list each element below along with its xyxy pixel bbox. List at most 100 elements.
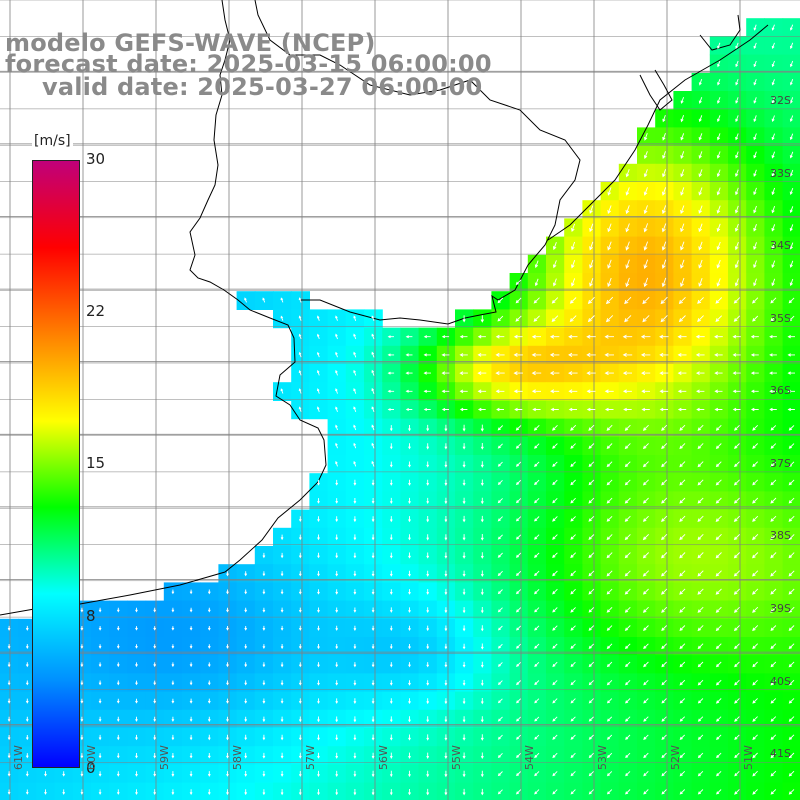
wind-arrow bbox=[659, 407, 668, 412]
wind-arrow bbox=[477, 389, 487, 394]
wind-arrow bbox=[353, 680, 357, 686]
wind-arrow bbox=[459, 335, 468, 339]
wind-arrow bbox=[789, 187, 794, 195]
wind-arrow bbox=[534, 479, 540, 486]
wind-arrow bbox=[589, 259, 594, 269]
wind-arrow bbox=[733, 297, 741, 304]
wind-arrow bbox=[625, 223, 630, 233]
wind-arrow bbox=[280, 589, 284, 595]
wind-arrow bbox=[769, 353, 777, 357]
wind-arrow bbox=[516, 752, 522, 758]
wind-arrow bbox=[679, 643, 686, 650]
wind-arrow bbox=[661, 515, 668, 522]
wind-arrow bbox=[335, 460, 338, 467]
wind-arrow bbox=[98, 789, 102, 795]
wind-arrow bbox=[335, 644, 339, 650]
wind-arrow bbox=[752, 461, 759, 468]
wind-arrow bbox=[734, 679, 740, 686]
wind-arrow bbox=[244, 297, 247, 303]
wind-arrow bbox=[552, 698, 558, 704]
wind-arrow bbox=[371, 570, 375, 577]
wind-arrow bbox=[571, 278, 576, 287]
wind-arrow bbox=[570, 734, 576, 740]
wind-arrow bbox=[171, 789, 175, 796]
wind-arrow bbox=[171, 589, 175, 595]
wind-arrow bbox=[733, 625, 740, 632]
wind-arrow bbox=[353, 534, 357, 541]
wind-arrow bbox=[640, 334, 651, 339]
wind-arrow bbox=[480, 734, 484, 741]
wind-arrow bbox=[695, 334, 705, 339]
wind-arrow bbox=[697, 716, 704, 722]
wind-arrow bbox=[679, 661, 686, 668]
wind-arrow bbox=[716, 752, 722, 759]
wind-arrow bbox=[98, 698, 102, 704]
wind-arrow bbox=[516, 771, 522, 777]
wind-arrow bbox=[695, 371, 705, 375]
wind-arrow bbox=[462, 643, 466, 650]
wind-arrow bbox=[353, 460, 357, 467]
wind-arrow bbox=[642, 515, 649, 522]
wind-arrow bbox=[244, 698, 248, 704]
wind-arrow bbox=[568, 389, 578, 394]
wind-arrow bbox=[624, 552, 631, 559]
wind-arrow bbox=[752, 424, 759, 431]
wind-arrow bbox=[606, 771, 613, 777]
wind-arrow bbox=[789, 79, 794, 86]
wind-arrow bbox=[588, 734, 594, 740]
wind-arrow bbox=[298, 315, 302, 321]
wind-arrow bbox=[643, 643, 649, 650]
wind-arrow bbox=[661, 424, 668, 431]
wind-arrow bbox=[444, 680, 448, 686]
wind-arrow bbox=[625, 698, 631, 704]
lat-label: 39S bbox=[770, 602, 791, 615]
wind-arrow bbox=[659, 371, 669, 375]
wind-arrow bbox=[789, 224, 794, 232]
wind-arrow bbox=[298, 552, 302, 559]
wind-arrow bbox=[444, 770, 448, 778]
wind-arrow bbox=[697, 679, 704, 686]
wind-arrow bbox=[335, 351, 338, 358]
wind-arrow bbox=[604, 371, 614, 376]
wind-arrow bbox=[497, 297, 504, 304]
wind-arrow bbox=[171, 698, 175, 704]
wind-arrow bbox=[426, 516, 430, 523]
wind-arrow bbox=[534, 461, 540, 467]
wind-arrow bbox=[568, 334, 578, 339]
wind-arrow bbox=[568, 407, 577, 412]
wind-arrow bbox=[426, 625, 430, 632]
wind-arrow bbox=[515, 552, 522, 558]
wind-arrow bbox=[317, 589, 320, 595]
wind-arrow bbox=[513, 334, 523, 339]
wind-arrow bbox=[552, 278, 557, 287]
lon-label: 58W bbox=[231, 745, 244, 770]
wind-arrow bbox=[732, 389, 741, 393]
wind-arrow bbox=[389, 516, 393, 523]
wind-arrow bbox=[371, 716, 375, 723]
wind-arrow bbox=[570, 570, 576, 577]
wind-arrow bbox=[606, 497, 613, 504]
wind-arrow bbox=[480, 479, 484, 487]
wind-arrow bbox=[426, 607, 430, 614]
wind-arrow bbox=[171, 771, 175, 777]
wind-arrow bbox=[715, 588, 722, 595]
wind-arrow bbox=[788, 297, 795, 304]
lon-label: 61W bbox=[12, 745, 25, 770]
wind-arrow bbox=[462, 497, 466, 505]
wind-arrow bbox=[552, 680, 558, 686]
wind-arrow bbox=[405, 335, 413, 339]
wind-arrow bbox=[534, 552, 540, 558]
wind-arrow bbox=[661, 241, 667, 251]
wind-arrow bbox=[189, 589, 193, 595]
wind-arrow bbox=[752, 661, 758, 668]
wind-arrow bbox=[226, 716, 229, 723]
wind-arrow bbox=[734, 770, 740, 777]
wind-arrow bbox=[698, 259, 703, 269]
wind-arrow bbox=[298, 607, 302, 613]
wind-arrow bbox=[588, 716, 594, 722]
wind-arrow bbox=[497, 425, 504, 431]
wind-arrow bbox=[135, 607, 138, 613]
wind-arrow bbox=[662, 133, 666, 141]
wind-arrow bbox=[787, 335, 795, 339]
wind-arrow bbox=[715, 625, 722, 632]
